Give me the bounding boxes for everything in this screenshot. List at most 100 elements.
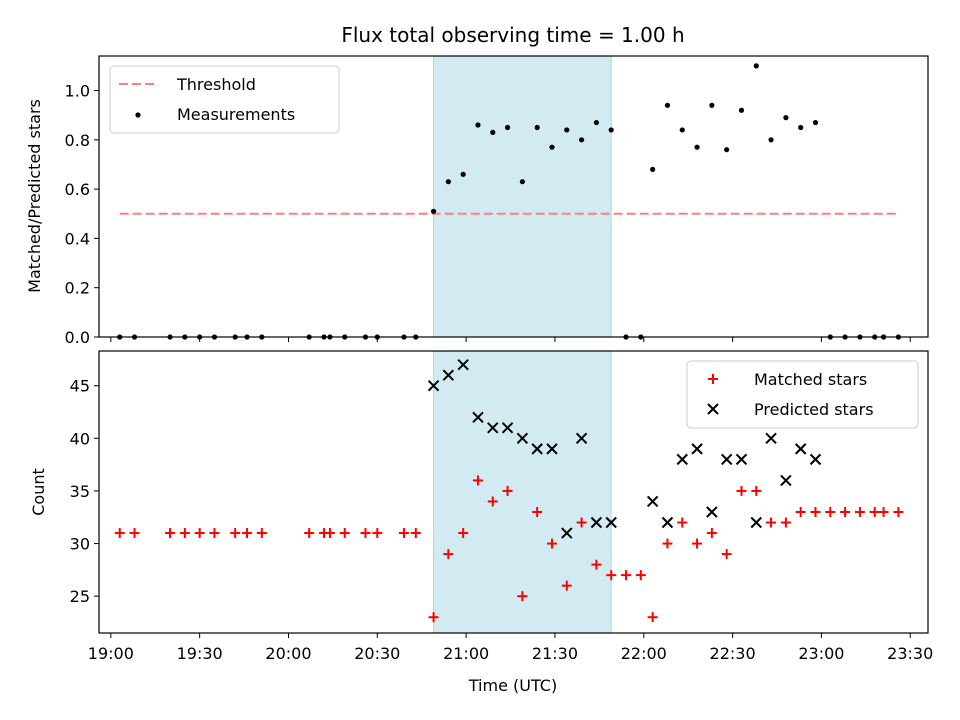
predicted-star-point (706, 506, 718, 518)
matched-star-point (736, 485, 747, 496)
legend-box (686, 360, 919, 429)
matched-star-point (410, 528, 421, 539)
y-tick-label: 0.0 (65, 328, 90, 347)
measurement-point (504, 124, 511, 131)
predicted-star-point (590, 516, 603, 529)
measurement-point (430, 208, 437, 214)
matched-star-point (304, 528, 315, 539)
measurement-point (549, 144, 555, 150)
measurement-point (475, 122, 481, 128)
legend-label: Measurements (177, 105, 295, 124)
matched-star-point (398, 528, 409, 539)
matched-star-point (647, 612, 658, 623)
matched-star-point (576, 517, 587, 528)
matched-star-point (230, 528, 241, 539)
matched-star-point (677, 517, 688, 528)
matched-star-point (324, 528, 335, 539)
x-tick-label: 21:30 (532, 644, 578, 663)
measurement-point (768, 137, 774, 143)
matched-star-point (706, 528, 717, 539)
matched-star-point (443, 549, 454, 560)
predicted-star-point (646, 495, 659, 508)
predicted-star-point (501, 422, 514, 434)
legend-label: Threshold (176, 75, 256, 94)
matched-star-point (635, 570, 646, 581)
x-tick-label: 23:30 (887, 644, 933, 663)
x-tick-label: 23:00 (798, 644, 844, 663)
matched-star-point (256, 528, 267, 539)
matched-star-point (721, 549, 732, 560)
y-tick-label: 45 (70, 377, 90, 396)
ratio-panel: 0.0 0.2 0.4 0.6 0.8 1.0 Threshold Measurements (65, 55, 929, 347)
matched-star-point (114, 528, 125, 539)
observing-window-shade (433, 56, 612, 337)
measurement-point (490, 129, 496, 136)
plot-frame (98, 55, 929, 338)
predicted-star-point (487, 422, 499, 434)
measurement-point (709, 102, 715, 108)
predicted-star-point (676, 453, 688, 466)
matched-star-point (561, 580, 572, 591)
y-tick-label: 35 (70, 482, 90, 501)
matched-star-point (517, 591, 528, 602)
matched-star-point (751, 485, 762, 496)
x-tick-label: 21:00 (443, 644, 489, 663)
matched-star-point (810, 506, 821, 517)
matched-star-point (840, 506, 851, 517)
predicted-star-point (546, 443, 558, 455)
x-tick-label: 19:30 (177, 644, 223, 663)
y-tick-label: 1.0 (65, 82, 90, 101)
matched-star-point (372, 528, 383, 539)
matched-star-point (242, 528, 253, 539)
x-tick-label: 22:30 (710, 644, 756, 663)
predicted-star-point (575, 432, 588, 445)
matched-star-point (339, 528, 350, 539)
predicted-star-point (765, 432, 777, 445)
x-tick-label: 20:30 (354, 644, 400, 663)
predicted-star-point (691, 443, 703, 455)
y-tick-label: 0.8 (65, 131, 90, 150)
matched-star-point (472, 475, 483, 486)
measurement-point (753, 63, 759, 69)
legend-label: Matched stars (754, 370, 867, 389)
y-tick-label: 0.2 (65, 279, 90, 298)
predicted-star-point (427, 380, 440, 392)
count-legend: Matched stars Predicted stars (686, 360, 919, 429)
y-axis-label-ratio: Matched/Predicted stars (25, 99, 44, 293)
matched-star-point (165, 528, 176, 539)
matched-star-point (546, 538, 557, 549)
predicted-star-point (531, 443, 543, 455)
matched-star-point (502, 485, 513, 496)
y-axis-label-count: Count (29, 468, 48, 516)
measurement-point (738, 107, 745, 113)
matched-star-point (869, 506, 880, 517)
measurement-point (724, 147, 730, 153)
legend-matched-swatch (708, 374, 718, 384)
predicted-star-point (661, 516, 674, 529)
matched-star-point (532, 506, 543, 517)
matched-star-point (825, 506, 836, 517)
y-tick-label: 40 (70, 429, 90, 448)
measurement-point (460, 171, 466, 177)
predicted-star-point (780, 474, 792, 487)
measurement-point (679, 127, 685, 133)
matched-star-point (487, 496, 498, 507)
predicted-star-point (561, 527, 573, 539)
matched-star-point (591, 559, 602, 570)
predicted-star-point (516, 432, 529, 445)
y-tick-label: 25 (70, 587, 90, 606)
matched-star-point (194, 528, 205, 539)
matched-star-point (854, 506, 865, 517)
matched-star-point (606, 570, 617, 581)
matched-star-point (766, 517, 777, 528)
legend-predicted-swatch (707, 403, 719, 415)
ratio-legend: Threshold Measurements (109, 65, 340, 134)
y-tick-label: 0.6 (65, 180, 90, 199)
predicted-star-point (735, 453, 748, 466)
measurement-point (534, 124, 540, 131)
x-axis-label: Time (UTC) (468, 676, 557, 695)
matched-star-point (692, 538, 703, 549)
measurement-point (694, 144, 700, 150)
x-tick-label: 20:00 (265, 644, 311, 663)
x-tick-label: 19:00 (88, 644, 134, 663)
